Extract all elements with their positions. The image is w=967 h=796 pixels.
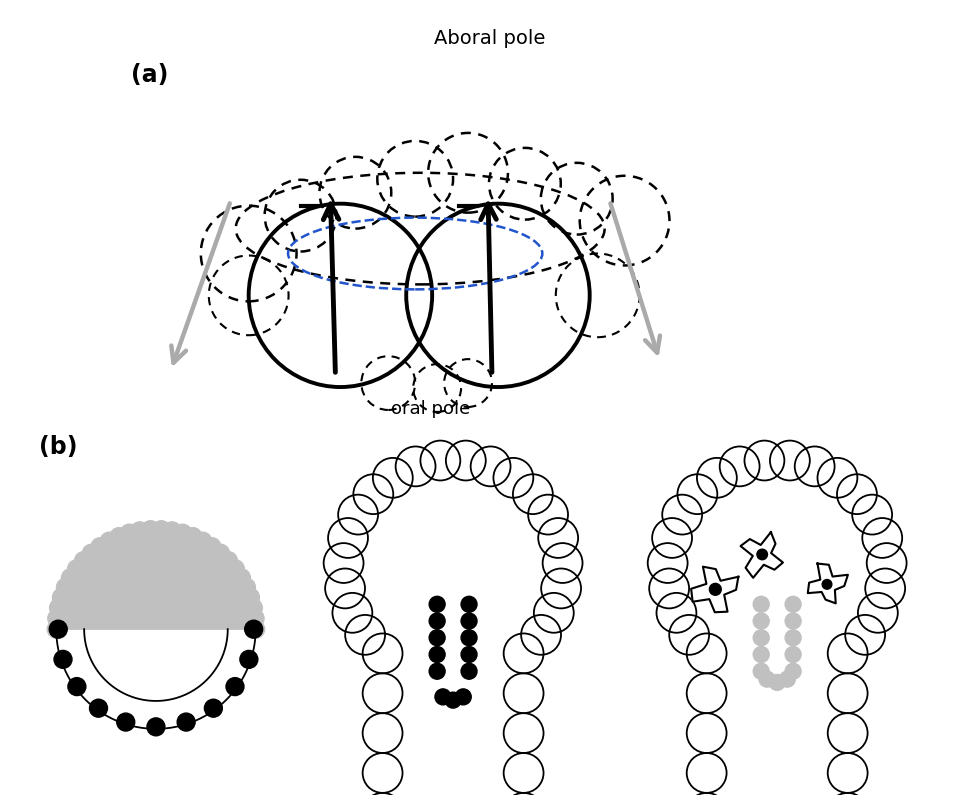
Circle shape [62,569,79,587]
Circle shape [68,560,85,578]
Circle shape [247,620,265,638]
Circle shape [785,630,801,646]
Polygon shape [56,529,255,629]
Circle shape [785,646,801,662]
Circle shape [461,630,477,646]
Circle shape [461,663,477,679]
Circle shape [245,620,263,638]
Circle shape [785,613,801,629]
Circle shape [184,528,202,545]
Circle shape [455,689,471,704]
Circle shape [163,522,181,540]
Circle shape [174,525,191,542]
Circle shape [110,528,128,545]
Text: oral pole: oral pole [391,400,470,418]
Circle shape [785,596,801,612]
Circle shape [54,650,72,669]
Circle shape [212,544,229,562]
Circle shape [74,552,93,570]
Circle shape [461,613,477,629]
Text: Aboral pole: Aboral pole [434,29,545,49]
Circle shape [120,525,138,542]
Circle shape [757,549,768,560]
Circle shape [779,671,795,687]
Circle shape [753,630,769,646]
Circle shape [245,599,262,617]
Circle shape [47,620,65,638]
Circle shape [232,569,250,587]
Circle shape [193,533,212,550]
Circle shape [240,650,258,669]
Text: (b): (b) [40,435,77,458]
Circle shape [753,613,769,629]
Circle shape [710,583,721,595]
Circle shape [56,579,74,596]
Circle shape [52,588,71,607]
Circle shape [429,613,445,629]
Text: (a): (a) [131,63,168,88]
Circle shape [429,596,445,612]
Circle shape [90,699,107,717]
Circle shape [153,521,170,539]
Circle shape [91,538,109,556]
Circle shape [68,677,86,696]
Circle shape [177,713,195,731]
Circle shape [242,588,259,607]
Circle shape [769,674,785,690]
Circle shape [822,579,832,589]
Circle shape [49,599,68,617]
Circle shape [49,620,67,638]
Circle shape [203,538,220,556]
Circle shape [220,552,237,570]
Circle shape [101,533,118,550]
Circle shape [429,630,445,646]
Circle shape [435,689,451,704]
Circle shape [461,596,477,612]
Circle shape [759,671,775,687]
Circle shape [141,521,160,539]
Circle shape [47,610,66,627]
Circle shape [753,596,769,612]
Circle shape [753,663,769,679]
Circle shape [785,663,801,679]
Circle shape [204,699,222,717]
Circle shape [246,610,264,627]
Circle shape [429,646,445,662]
Circle shape [147,718,165,736]
Polygon shape [741,532,783,578]
Circle shape [445,693,461,708]
Circle shape [226,560,245,578]
Circle shape [117,713,134,731]
Polygon shape [807,564,848,603]
Circle shape [461,646,477,662]
Circle shape [131,522,149,540]
Circle shape [82,544,101,562]
Polygon shape [691,567,739,612]
Circle shape [429,663,445,679]
Circle shape [753,646,769,662]
Circle shape [238,579,255,596]
Circle shape [226,677,244,696]
